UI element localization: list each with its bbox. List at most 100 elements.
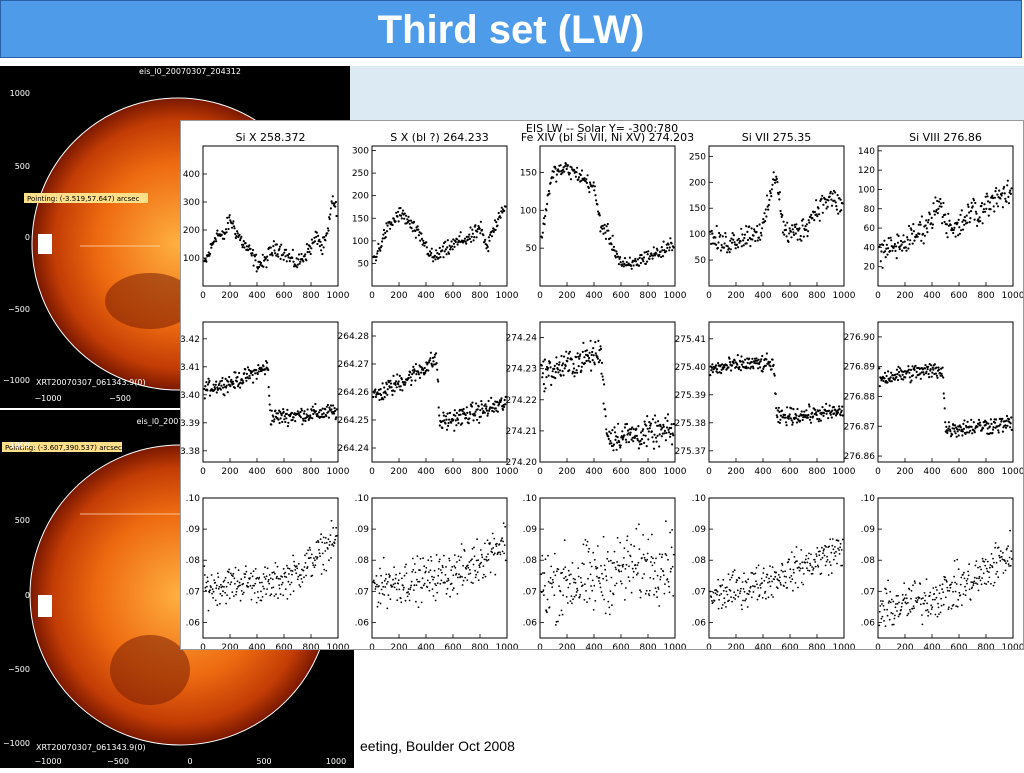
- data-point: [376, 252, 379, 255]
- data-point: [815, 213, 818, 216]
- data-point: [665, 554, 668, 556]
- data-point: [408, 219, 411, 222]
- data-point: [834, 546, 836, 548]
- data-point: [622, 260, 625, 263]
- data-point: [654, 254, 657, 257]
- x-tick-label: 200: [558, 291, 575, 301]
- data-point: [741, 233, 744, 236]
- data-point: [954, 590, 957, 593]
- data-point: [634, 260, 638, 263]
- data-point: [555, 173, 558, 176]
- data-point: [759, 238, 762, 241]
- data-point: [382, 228, 386, 232]
- x-tick-label: 800: [302, 643, 319, 649]
- data-point: [204, 586, 207, 589]
- data-point: [635, 573, 638, 576]
- data-point: [232, 572, 235, 575]
- data-point: [415, 600, 417, 603]
- data-point: [250, 254, 253, 257]
- data-point: [664, 583, 666, 585]
- data-point: [449, 248, 452, 251]
- data-point: [903, 582, 906, 584]
- data-point: [750, 365, 753, 368]
- data-point: [433, 356, 436, 359]
- data-point: [989, 418, 993, 421]
- data-point: [381, 382, 384, 385]
- data-point: [402, 584, 404, 587]
- data-point: [215, 232, 218, 235]
- data-point: [577, 575, 580, 578]
- data-point: [799, 238, 802, 241]
- data-point: [268, 582, 271, 585]
- data-point: [978, 216, 981, 219]
- data-point: [745, 242, 748, 245]
- data-point: [656, 249, 659, 252]
- data-point: [892, 246, 895, 249]
- x-tick-label: 1000: [664, 643, 687, 649]
- data-point: [413, 584, 416, 587]
- data-point: [220, 384, 223, 387]
- data-point: [592, 184, 595, 187]
- data-point: [915, 597, 918, 599]
- data-point: [625, 563, 628, 566]
- data-point: [558, 361, 561, 364]
- chart-title: EIS LW -- Solar Y= -300:780: [526, 122, 678, 135]
- data-point: [468, 233, 471, 236]
- data-point: [446, 587, 449, 590]
- data-point: [543, 572, 546, 574]
- data-point: [422, 584, 425, 587]
- y-tick-label: .07: [861, 587, 875, 597]
- data-point: [891, 249, 894, 252]
- data-point: [908, 371, 911, 374]
- data-point: [744, 599, 746, 602]
- data-point: [947, 608, 950, 610]
- data-point: [813, 558, 816, 561]
- data-point: [764, 220, 767, 223]
- data-point: [729, 239, 732, 242]
- data-point: [632, 570, 635, 573]
- data-point: [646, 260, 649, 263]
- data-point: [431, 575, 433, 578]
- data-point: [769, 365, 772, 368]
- data-point: [667, 428, 670, 431]
- data-point: [646, 552, 649, 555]
- data-point: [811, 411, 814, 414]
- data-point: [465, 242, 468, 245]
- data-point: [449, 411, 452, 414]
- data-point: [953, 430, 956, 433]
- data-point: [651, 257, 654, 260]
- data-point: [234, 232, 237, 236]
- data-point: [817, 207, 820, 210]
- data-point: [575, 171, 578, 174]
- data-point: [893, 242, 897, 246]
- data-point: [544, 558, 547, 561]
- data-point: [952, 228, 955, 231]
- data-point: [541, 554, 544, 557]
- data-point: [493, 552, 496, 555]
- image-title: eis_l0_20070307_204312: [139, 67, 241, 76]
- pointing-box: [24, 193, 148, 203]
- data-point: [598, 214, 601, 217]
- y-tick-label: .08: [692, 556, 707, 566]
- data-point: [583, 563, 585, 565]
- data-point: [796, 238, 799, 241]
- data-point: [325, 415, 328, 418]
- data-point: [717, 362, 720, 365]
- data-point: [759, 584, 761, 586]
- x-tick-label: 600: [950, 291, 967, 301]
- data-point: [943, 220, 946, 224]
- plot-frame: [708, 321, 845, 463]
- data-point: [571, 372, 574, 375]
- data-point: [238, 581, 241, 584]
- data-point: [816, 417, 819, 421]
- data-point: [655, 252, 658, 255]
- data-point: [316, 556, 319, 559]
- data-point: [439, 582, 442, 585]
- data-point: [588, 351, 591, 354]
- data-point: [499, 399, 503, 402]
- data-point: [435, 256, 438, 259]
- data-point: [454, 566, 457, 569]
- data-point: [655, 557, 657, 560]
- data-point: [980, 202, 984, 205]
- data-point: [309, 549, 312, 551]
